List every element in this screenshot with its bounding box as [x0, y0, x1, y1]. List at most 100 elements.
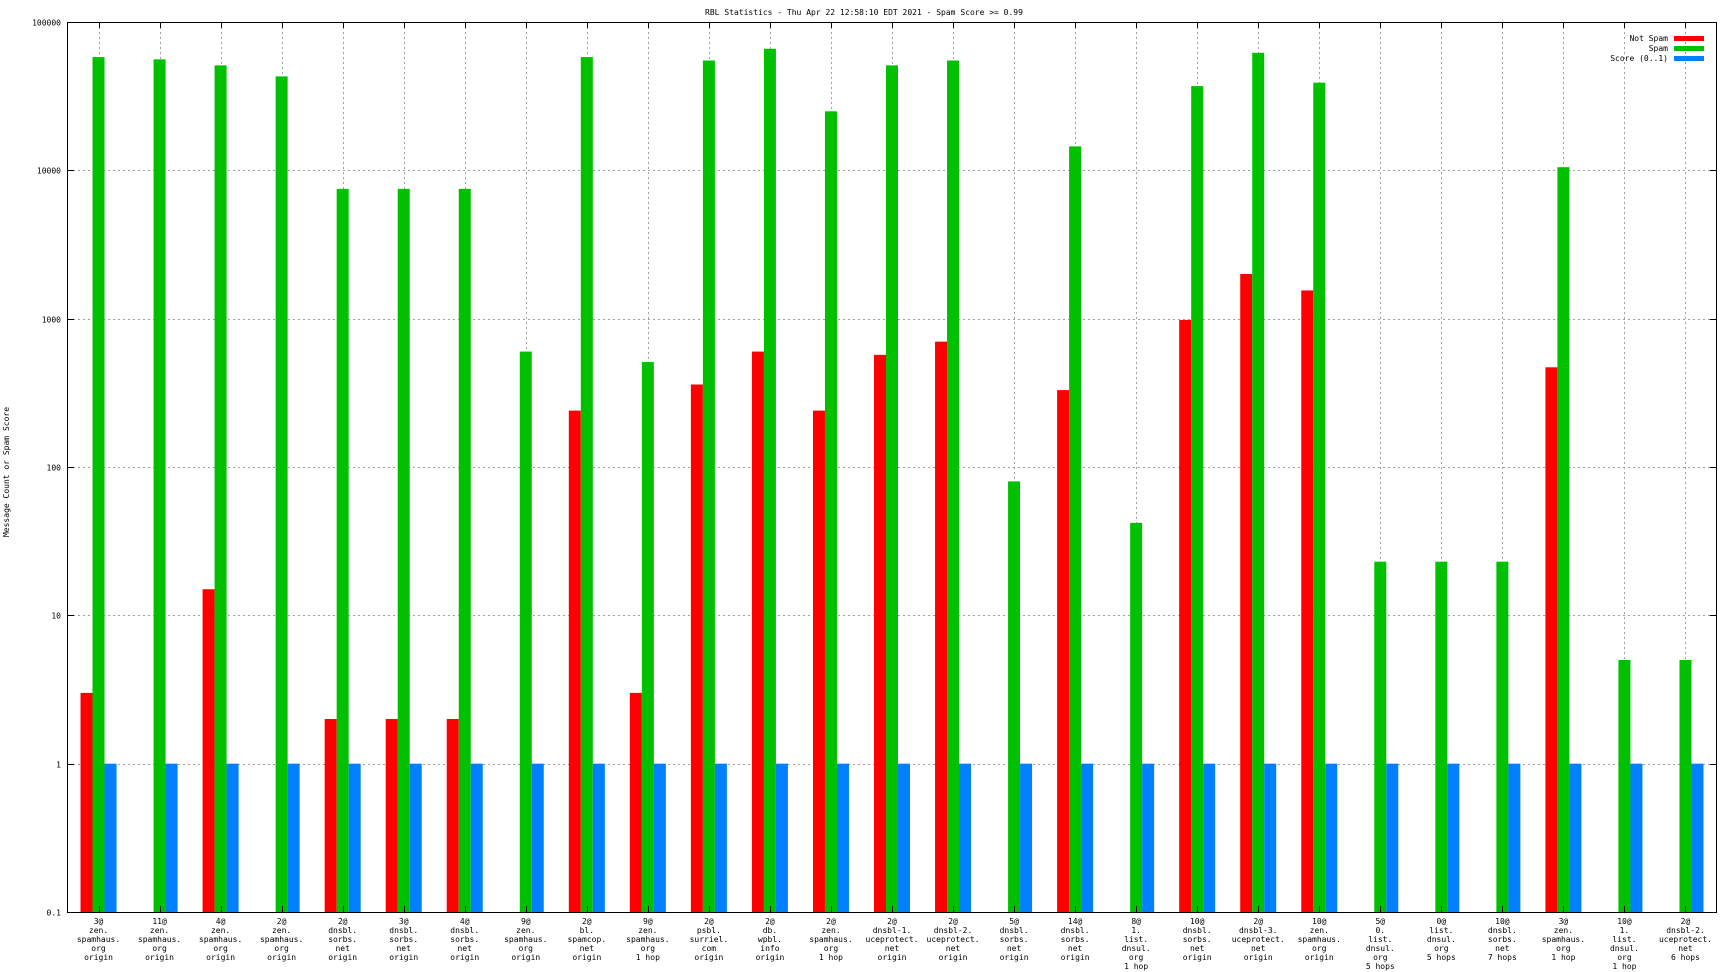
x-tick-label-line: 1.	[1620, 926, 1630, 935]
x-tick-label-line: org	[1312, 944, 1327, 953]
y-axis-ticks: 0.1 1 10 100 1000 10000 100000	[32, 19, 1716, 918]
x-tick-label-line: origin	[511, 953, 540, 962]
bar-spam	[519, 351, 532, 912]
x-tick-label: 10@ 1. list. dnsul. org 1 hop	[1610, 917, 1639, 971]
x-tick-label: 9@ zen. spamhaus. org 1 hop	[626, 917, 669, 962]
x-tick-label: 2@ bl. spamcop. net origin	[568, 917, 607, 962]
x-tick-label-line: dnsul.	[1122, 944, 1151, 953]
bar-spam	[153, 59, 166, 912]
x-tick-label-line: origin	[84, 953, 113, 962]
x-tick-label-line: 10@	[1190, 917, 1205, 926]
bar-score-0-1	[775, 763, 788, 912]
bar-score-0-1	[1325, 763, 1338, 912]
x-tick-label-line: dnsbl-3.	[1239, 926, 1278, 935]
x-tick-label-line: 3@	[1559, 917, 1569, 926]
x-tick-label: 10@ dnsbl. sorbs. net 7 hops	[1488, 917, 1517, 962]
x-tick-label-line: spamhaus.	[1542, 935, 1585, 944]
bar-score-0-1	[1691, 763, 1704, 912]
bar-spam	[947, 60, 960, 912]
bar-spam	[397, 188, 410, 912]
x-tick-label-line: net	[458, 944, 473, 953]
x-tick-label-line: dnsul.	[1366, 944, 1395, 953]
x-tick-label-line: zen.	[89, 926, 108, 935]
bars	[80, 48, 1704, 913]
x-tick-label-line: uceprotect.	[927, 935, 980, 944]
x-tick-label-line: 2@	[887, 917, 897, 926]
bar-score-0-1	[836, 763, 849, 912]
x-tick-label-line: 1 hop	[819, 953, 843, 962]
bar-spam	[886, 65, 898, 913]
x-tick-label: 10@ dnsbl. sorbs. net origin	[1183, 917, 1212, 962]
x-tick-label: 9@ zen. spamhaus. org origin	[504, 917, 547, 962]
x-tick-label-line: 0.	[1375, 926, 1385, 935]
x-tick-label-line: org	[1373, 953, 1388, 962]
x-tick-label-line: net	[1678, 944, 1693, 953]
x-tick-label-line: dnsbl.	[389, 926, 418, 935]
bar-score-0-1	[470, 763, 483, 912]
x-tick-label-line: spamhaus.	[1298, 935, 1341, 944]
x-tick-label-line: org	[152, 944, 167, 953]
x-tick-label-line: zen.	[1310, 926, 1329, 935]
bar-not-spam	[1057, 390, 1070, 912]
x-tick-label-line: 10@	[1312, 917, 1327, 926]
x-tick-label-line: net	[1190, 944, 1205, 953]
x-tick-label-line: 3@	[94, 917, 104, 926]
x-tick-label: 5@ 0. list. dnsul. org 5 hops	[1366, 917, 1395, 971]
legend-swatch	[1674, 36, 1704, 41]
x-tick-label-line: 5@	[1009, 917, 1019, 926]
legend-label: Not Spam	[1629, 34, 1668, 43]
x-tick-label-line: net	[1251, 944, 1266, 953]
x-tick-label-line: origin	[1183, 953, 1212, 962]
chart-title: RBL Statistics - Thu Apr 22 12:58:10 EDT…	[705, 8, 1023, 17]
bar-score-0-1	[1203, 763, 1216, 912]
x-tick-label: 3@ zen. spamhaus. org 1 hop	[1542, 917, 1585, 962]
x-tick-label-line: net	[1495, 944, 1510, 953]
x-tick-label: 5@ dnsbl. sorbs. net origin	[1000, 917, 1029, 962]
x-tick-label-line: db.	[763, 926, 777, 935]
legend-swatch	[1674, 46, 1704, 51]
x-tick-label-line: 0@	[1437, 917, 1447, 926]
x-tick-label: 2@ db. wpbl. info origin	[755, 917, 784, 962]
bar-score-0-1	[531, 763, 544, 912]
bar-spam	[214, 65, 227, 913]
x-tick-label: 2@ dnsbl-2. uceprotect. net origin	[927, 917, 980, 962]
x-tick-label-line: origin	[878, 953, 907, 962]
x-tick-label-line: dnsbl.	[328, 926, 357, 935]
x-tick-label-line: 2@	[277, 917, 287, 926]
x-tick-label-line: dnsbl-2.	[1666, 926, 1705, 935]
x-tick-label: 3@ dnsbl. sorbs. net origin	[389, 917, 418, 962]
x-tick-label-line: sorbs.	[1183, 935, 1212, 944]
x-tick-label-line: org	[519, 944, 534, 953]
bar-score-0-1	[653, 763, 666, 912]
x-tick-label-line: list.	[1368, 935, 1392, 944]
x-tick-label-line: org	[1556, 944, 1571, 953]
bar-spam	[458, 188, 471, 912]
x-tick-label-line: origin	[450, 953, 479, 962]
x-tick-label-line: surriel.	[690, 935, 729, 944]
bar-not-spam	[568, 410, 581, 912]
x-tick-label-line: org	[1617, 953, 1632, 962]
bar-spam	[1130, 522, 1143, 912]
x-tick-label-line: 7 hops	[1488, 953, 1517, 962]
bar-not-spam	[1179, 319, 1192, 912]
x-tick-label-line: zen.	[1554, 926, 1573, 935]
x-tick-label-line: 2@	[582, 917, 592, 926]
x-tick-label-line: 2@	[704, 917, 714, 926]
x-tick-label-line: zen.	[516, 926, 535, 935]
x-tick-label-line: zen.	[638, 926, 657, 935]
x-tick-label-line: net	[1068, 944, 1083, 953]
y-tick-label: 10	[51, 612, 61, 621]
x-tick-label-line: 9@	[643, 917, 653, 926]
x-tick-label-line: spamhaus.	[77, 935, 120, 944]
x-tick-label-line: sorbs.	[1000, 935, 1029, 944]
x-tick-label-line: net	[396, 944, 411, 953]
x-tick-label-line: origin	[1000, 953, 1029, 962]
x-tick-label-line: origin	[1305, 953, 1334, 962]
y-tick-label: 100000	[32, 19, 61, 28]
x-tick-label-line: uceprotect.	[866, 935, 919, 944]
bar-spam	[580, 57, 593, 913]
x-tick-label-line: info	[760, 944, 779, 953]
x-tick-label-line: com	[702, 944, 717, 953]
x-tick-label-line: dnsbl.	[1488, 926, 1517, 935]
x-tick-label-line: 2@	[338, 917, 348, 926]
